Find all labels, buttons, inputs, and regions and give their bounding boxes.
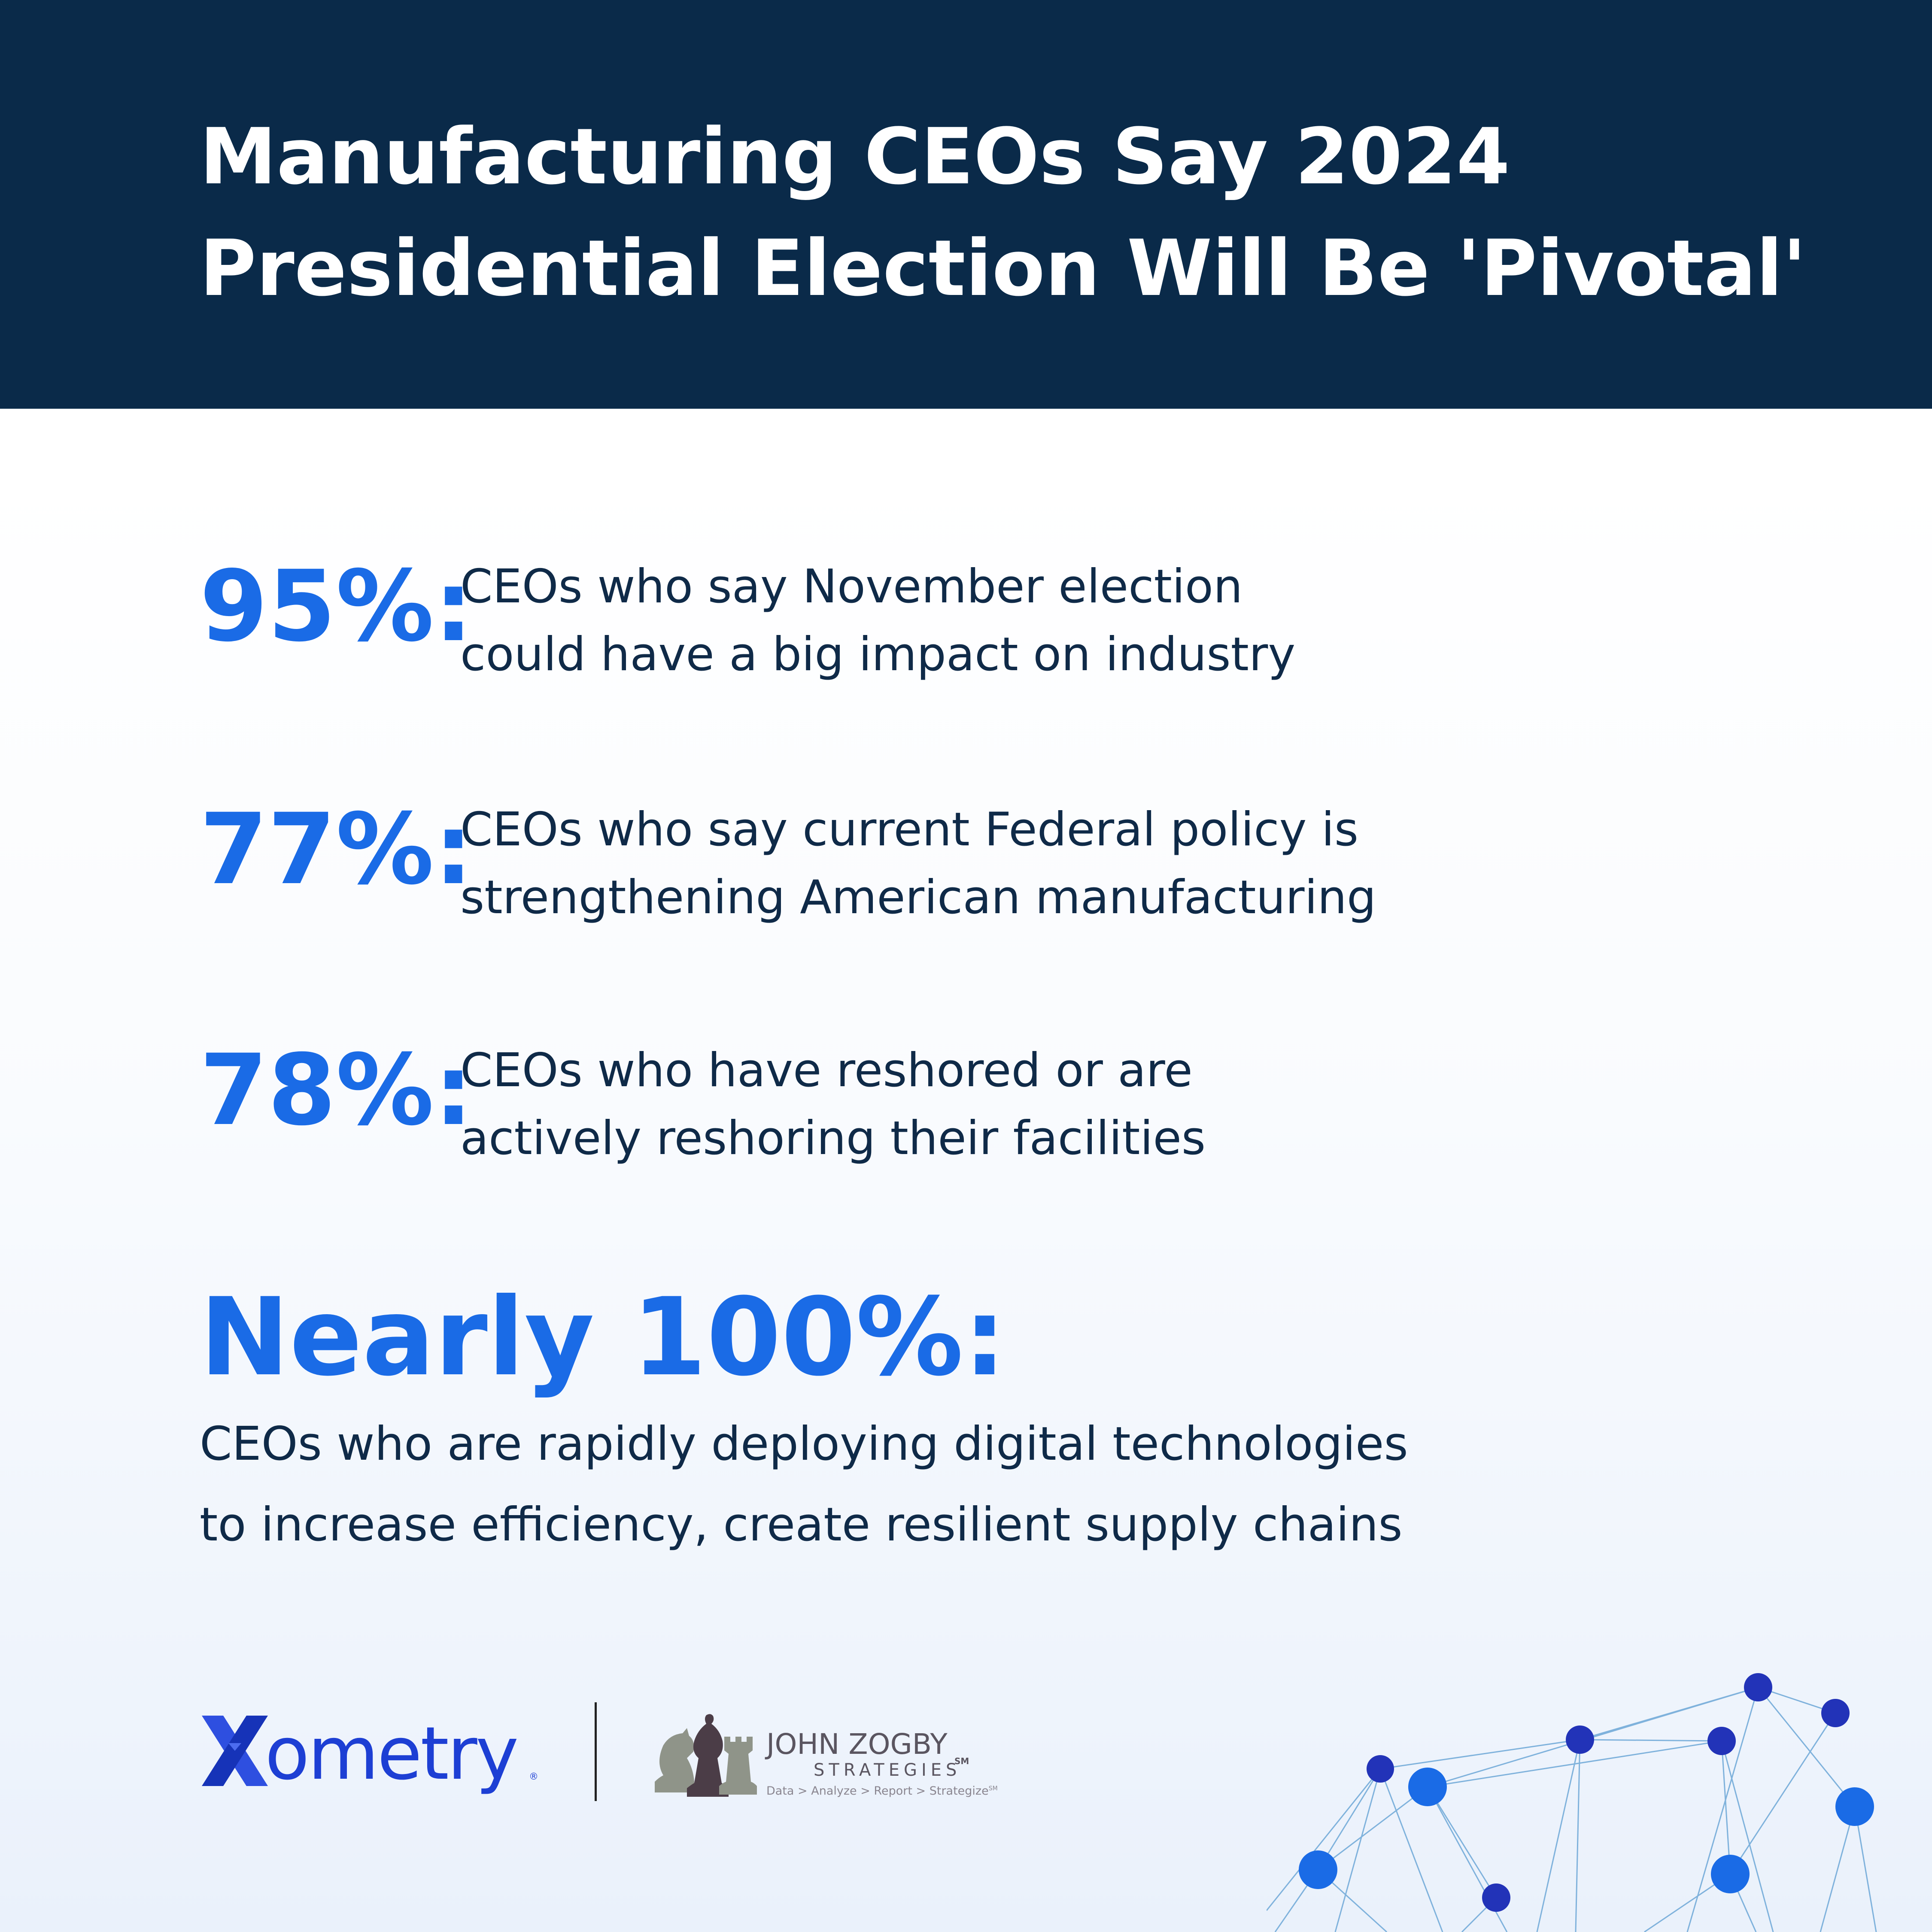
stat-description-line: could have a big impact on industry [460, 628, 1296, 681]
stat-description-line: CEOs who have reshored or are [460, 1044, 1193, 1097]
stat-percent: 95%: [200, 549, 473, 663]
stat-description-line: CEOs who say current Federal policy is [460, 803, 1359, 857]
stat-percent: 77%: [200, 792, 473, 906]
zogby-tagline: Data > Analyze > Report > StrategizeSM [766, 1785, 998, 1797]
stat-percent: 78%: [200, 1033, 473, 1147]
stat-description: CEOs who say current Federal policy is s… [460, 796, 1376, 932]
stat-description-line: actively reshoring their facilities [460, 1112, 1206, 1165]
xometry-wordmark: ometry [265, 1711, 519, 1796]
logo-divider [595, 1702, 597, 1801]
stat-description-line: CEOs who say November election [460, 560, 1243, 614]
network-lines [1267, 1686, 1877, 1932]
header-banner: Manufacturing CEOs Say 2024 Presidential… [0, 0, 1932, 409]
stat-description: CEOs who have reshored or are actively r… [460, 1037, 1206, 1173]
stat-description-line: strengthening American manufacturing [460, 871, 1376, 924]
zogby-tagline-sm: SM [988, 1785, 998, 1792]
xometry-x-mark-icon [202, 1716, 268, 1786]
zogby-tagline-text: Data > Analyze > Report > Strategize [766, 1784, 989, 1798]
highlight-percent: Nearly 100%: [200, 1275, 1006, 1400]
highlight-description-line-2: to increase efficiency, create resilient… [200, 1498, 1403, 1552]
zogby-strategies: STRATEGIES [814, 1760, 961, 1780]
zogby-logo: JOHN ZOGBY STRATEGIES SM Data > Analyze … [646, 1694, 1058, 1801]
page-title-line-1: Manufacturing CEOs Say 2024 [200, 112, 1510, 202]
chess-pieces-icon [655, 1714, 757, 1797]
highlight-description-line-1: CEOs who are rapidly deploying digital t… [200, 1417, 1408, 1471]
network-graph-decoration [1267, 1673, 1877, 1932]
zogby-name: JOHN ZOGBY [766, 1728, 948, 1761]
network-nodes [1299, 1673, 1874, 1912]
stat-description: CEOs who say November election could hav… [460, 553, 1295, 689]
page-title-line-2: Presidential Election Will Be 'Pivotal' [200, 224, 1807, 313]
zogby-sm-mark: SM [954, 1756, 969, 1766]
xometry-registered-mark: ® [529, 1771, 538, 1782]
xometry-logo: ometry ® [198, 1708, 542, 1794]
